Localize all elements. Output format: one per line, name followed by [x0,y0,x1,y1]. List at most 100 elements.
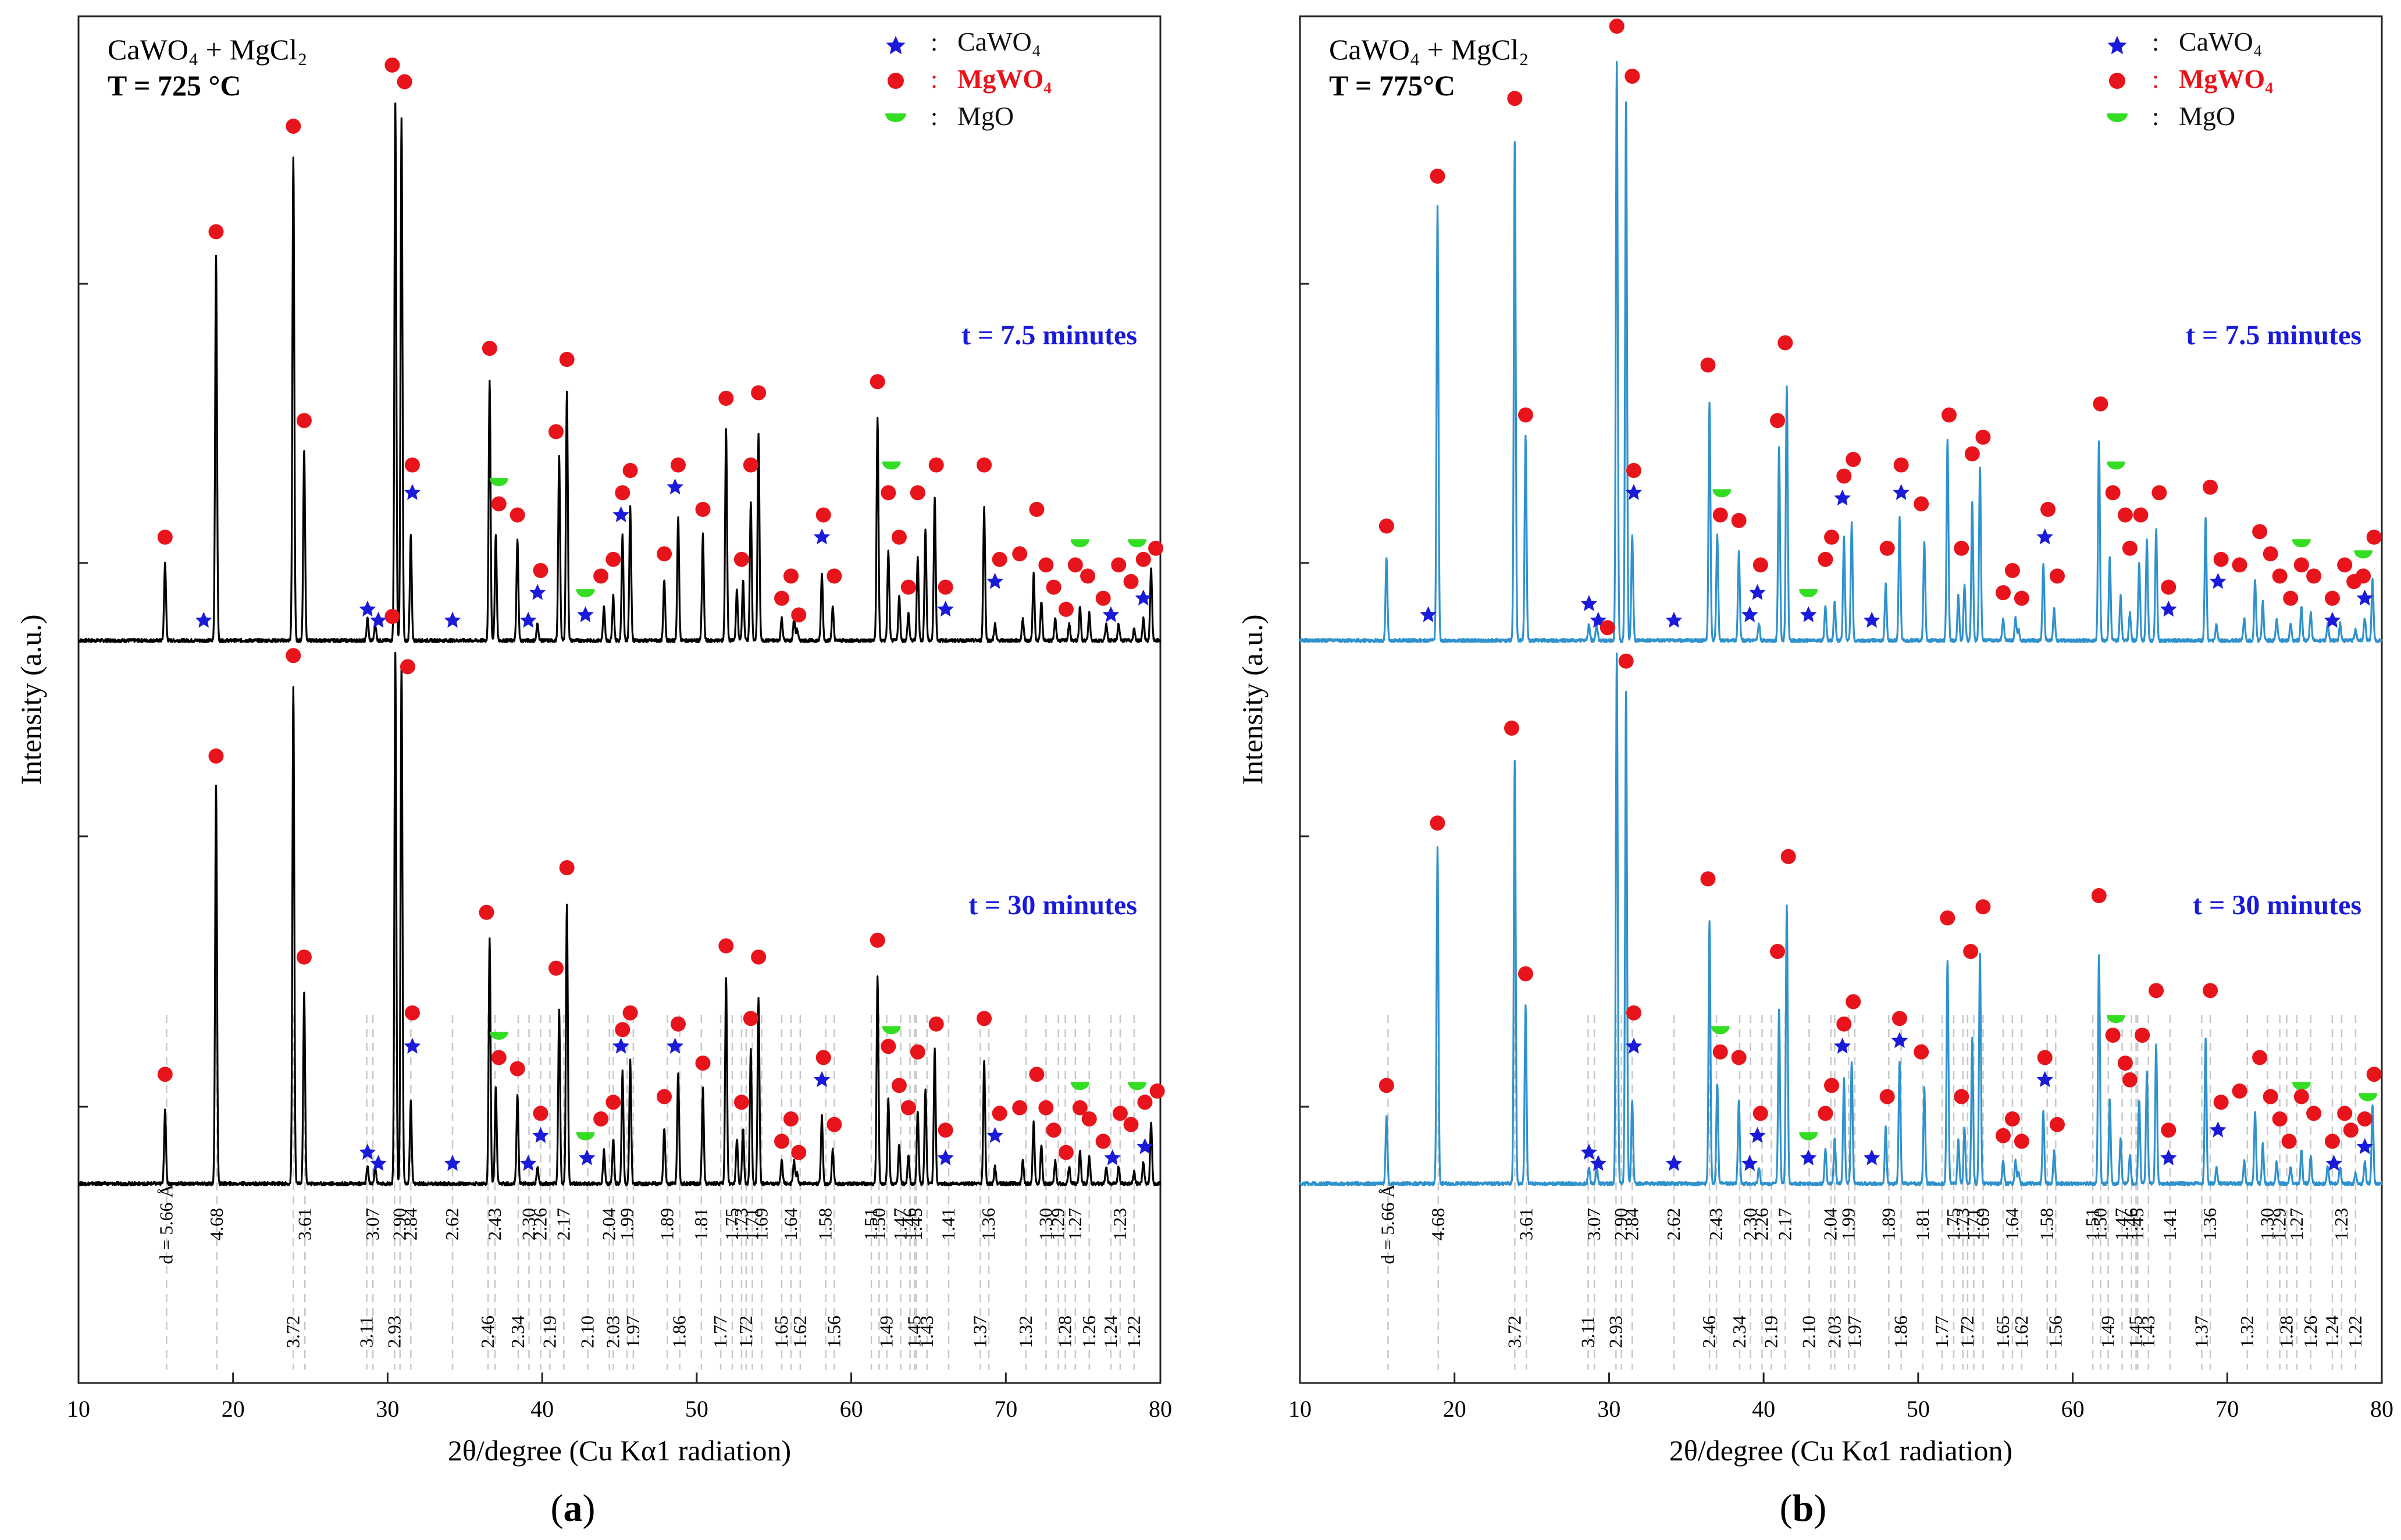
cawo4-marker [2036,1071,2054,1088]
legend-star-icon [886,35,906,55]
d-spacing-label: 1.37 [969,1316,990,1348]
panel-title: CaWO₄ + MgCl₂ [108,33,308,66]
d-spacing-label: 1.41 [2159,1208,2180,1240]
legend-colon: : [2152,102,2159,131]
d-spacing-label: 1.58 [815,1208,836,1240]
panel-temperature: T = 725 °C [108,69,241,102]
mgo-marker [1712,489,1732,498]
cawo4-marker [519,1154,537,1171]
x-tick-label: 30 [1597,1396,1620,1422]
d-spacing-label: 1.72 [1957,1316,1978,1348]
mgwo4-marker [910,485,925,501]
d-spacing-label: 1.49 [2097,1316,2118,1348]
d-spacing-label: 1.77 [710,1316,731,1348]
mgwo4-marker [296,413,312,429]
d-spacing-label: 1.24 [2321,1316,2342,1348]
d-spacing-label: 1.72 [735,1316,756,1348]
mgwo4-marker [397,74,412,90]
mgo-marker [2359,1093,2378,1101]
mgo-marker [2292,539,2311,548]
d-spacing-label: 1.43 [2138,1316,2158,1348]
mgwo4-marker [1914,496,1929,512]
cawo4-marker [813,528,831,545]
mgwo4-marker [1893,457,1909,473]
cawo4-marker [1863,611,1880,628]
d-spacing-label: 1.28 [1055,1316,1075,1348]
d-spacing-label: 1.29 [1048,1208,1068,1240]
mgwo4-marker [1846,451,1861,467]
mgo-marker [2106,1015,2125,1024]
mgwo4-marker [2213,551,2229,567]
cawo4-marker [937,1149,954,1165]
d-spacing-label: 1.86 [1890,1316,1911,1348]
mgwo4-marker [2232,557,2247,573]
xrd-pattern-top [77,102,1162,643]
mgo-marker [1711,1026,1730,1035]
d-spacing-label: 1.50 [868,1208,889,1240]
d-spacing-label: 1.75 [1943,1208,1964,1240]
d-spacing-label: 1.71 [742,1208,763,1240]
mgwo4-marker [783,1111,799,1127]
mgwo4-marker [2040,501,2056,517]
x-tick-label: 20 [222,1396,245,1422]
mgwo4-marker [657,1089,672,1104]
mgwo4-marker [774,1133,789,1149]
mgwo4-marker [1111,557,1127,573]
mgwo4-marker [1058,1145,1074,1160]
mgwo4-marker [286,118,301,134]
d-spacing-label: 3.11 [1577,1316,1598,1348]
mgwo4-marker [2324,590,2340,606]
cawo4-marker [1834,489,1851,506]
mgwo4-marker [2366,529,2382,545]
x-tick-label: 10 [1288,1396,1312,1422]
cawo4-marker [2036,528,2054,545]
d-spacing-label: 1.99 [616,1208,637,1240]
cawo4-marker [2356,589,2374,606]
mgwo4-marker [670,457,686,473]
mgwo4-marker [296,949,312,965]
mgwo4-marker [2050,568,2065,584]
d-spacing-label: 1.65 [1992,1316,2013,1348]
mgwo4-marker [548,424,564,440]
series-label-top: t = 7.5 minutes [2186,320,2361,351]
mgwo4-marker [1625,69,1640,84]
mgwo4-marker [1012,1100,1028,1115]
mgwo4-marker [482,340,497,356]
d-spacing-label: 1.30 [1035,1208,1056,1240]
cawo4-marker [1800,606,1817,622]
d-spacing-label: 3.61 [294,1208,315,1240]
mgo-marker [2106,461,2125,470]
d-spacing-label: 1.75 [721,1208,742,1240]
mgwo4-marker [2272,1111,2288,1127]
mgwo4-marker [695,1056,711,1071]
mgwo4-marker [1600,620,1615,636]
mgwo4-marker [1700,871,1716,887]
mgwo4-marker [1626,463,1641,479]
d-spacing-label: 1.46 [899,1208,920,1240]
mgwo4-marker [2281,1133,2297,1149]
d-spacing-label: 1.27 [2286,1208,2307,1240]
mgwo4-marker [1046,1122,1061,1138]
mgwo4-marker [605,551,621,567]
mgwo4-marker [1942,407,1957,423]
mgwo4-marker [2151,485,2167,501]
d-spacing-label: d = 5.66 Å [155,1184,176,1264]
legend: : CaWO₄: MgWO₄: MgO [885,27,1052,131]
mgwo4-marker [1029,1067,1045,1082]
d-spacing-label: 1.47 [2111,1208,2132,1240]
d-spacing-label: 2.17 [1774,1208,1795,1240]
x-tick-label: 40 [1752,1396,1775,1422]
x-tick-label: 80 [2370,1396,2393,1422]
d-spacing-label: 1.81 [690,1208,711,1240]
panel-label-letter: a [564,1487,583,1530]
mgwo4-marker [1626,1005,1641,1021]
mgwo4-marker [1780,849,1796,864]
cawo4-marker [359,600,376,617]
mgwo4-marker [2105,485,2121,501]
mgwo4-marker [157,529,173,545]
mgwo4-marker [2252,524,2268,540]
d-spacing-label: 1.32 [1015,1316,1036,1348]
mgwo4-marker [1752,557,1768,573]
mgwo4-marker [2357,1111,2372,1127]
cawo4-marker [667,1038,683,1054]
